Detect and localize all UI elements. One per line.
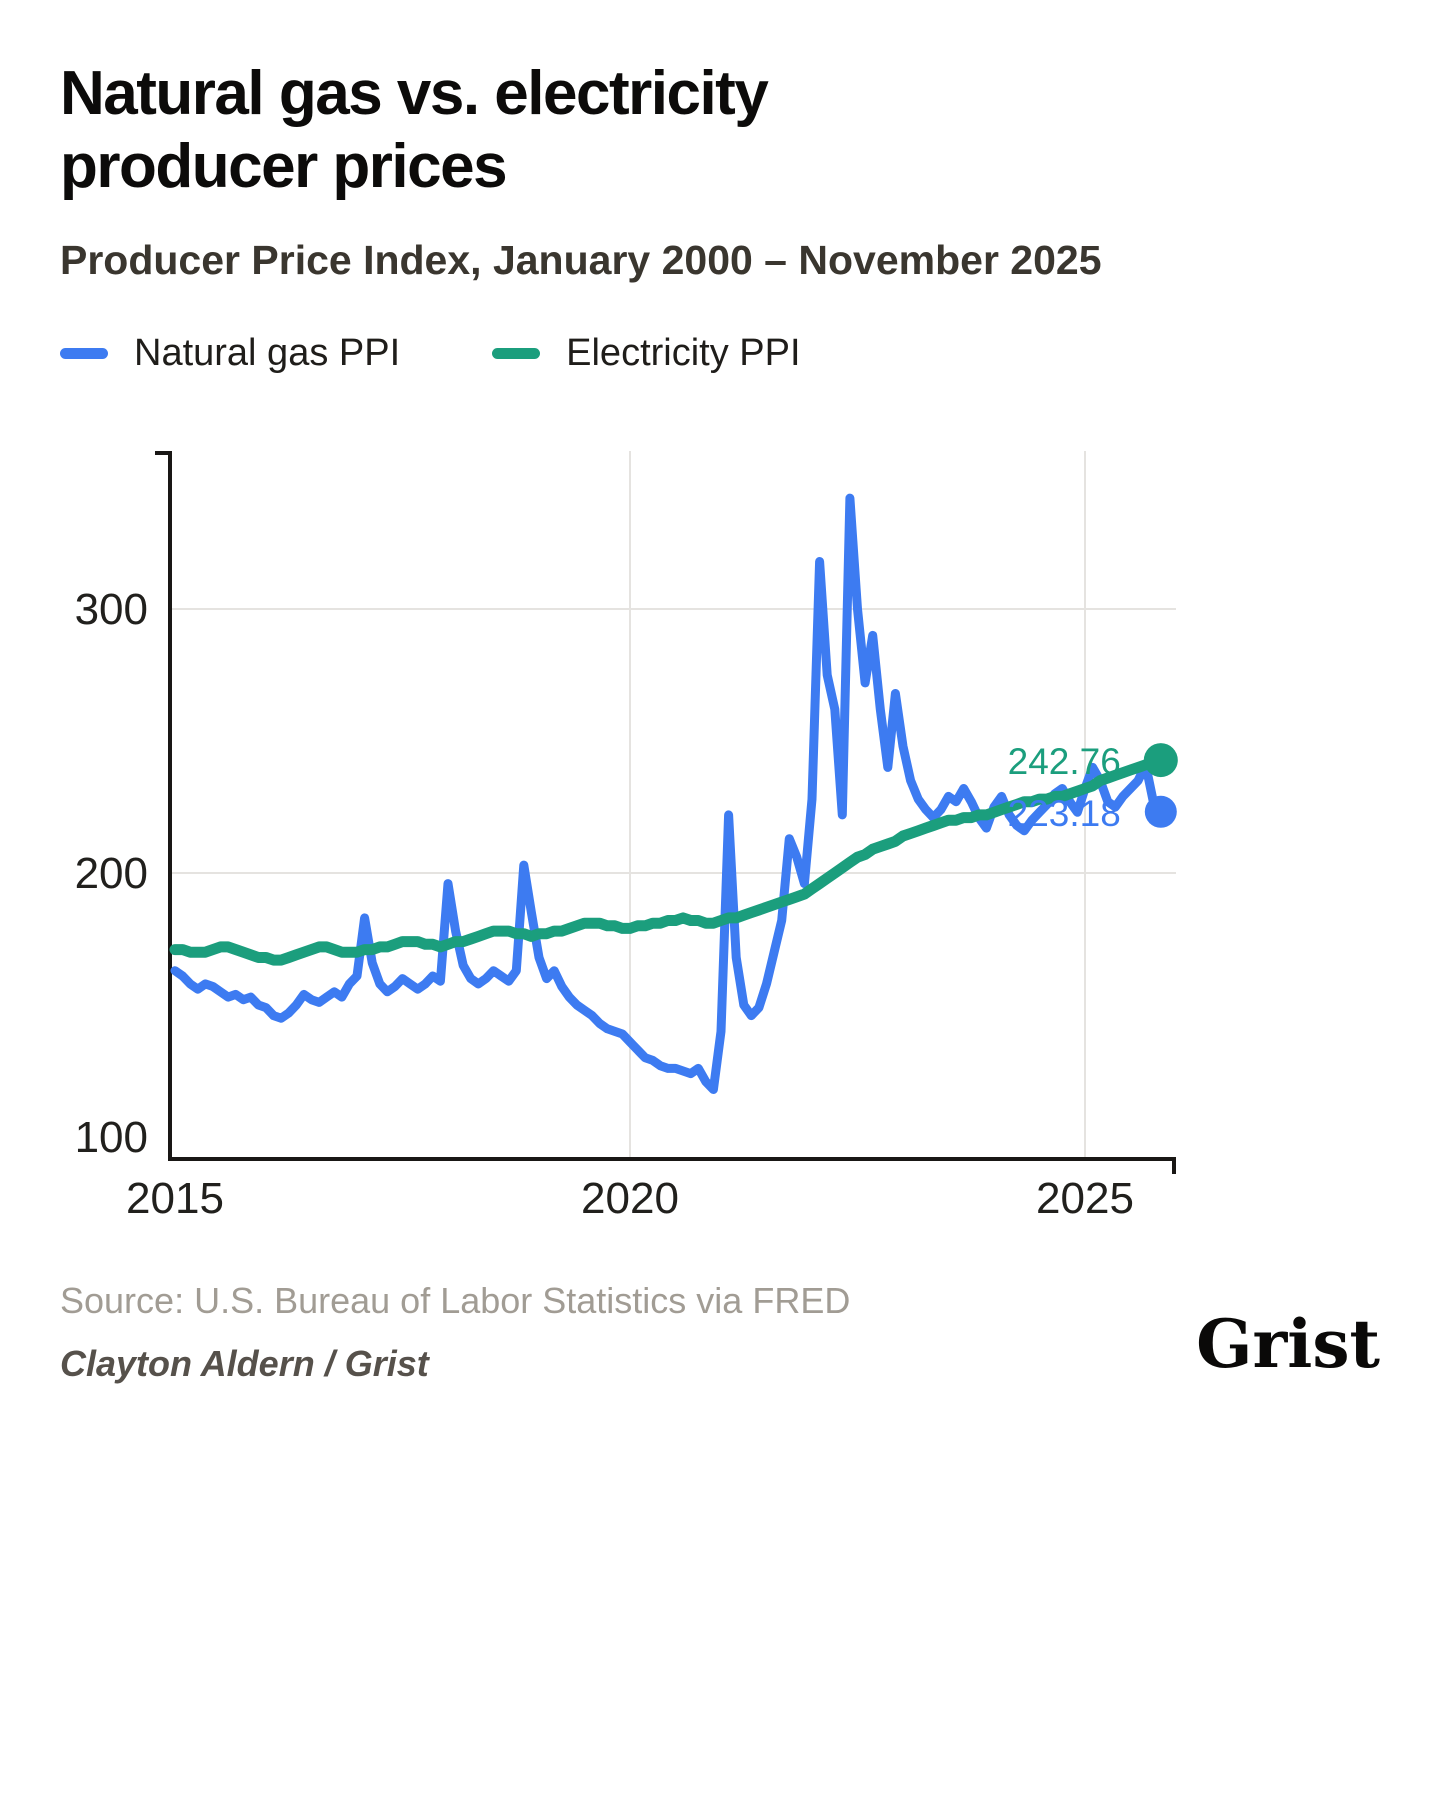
- chart-area: 2015 2020 2025 100 200 300 242.76 223.18: [0, 423, 1380, 1223]
- chart-subtitle: Producer Price Index, January 2000 – Nov…: [60, 237, 1102, 284]
- series-end-dot-0: [1144, 796, 1177, 829]
- footer: Source: U.S. Bureau of Labor Statistics …: [0, 1275, 1440, 1384]
- series-end-dot-1: [1143, 743, 1178, 778]
- grist-logo: Grist: [1196, 1304, 1380, 1383]
- series-line-0: [170, 494, 1166, 1095]
- source-note: Source: U.S. Bureau of Labor Statistics …: [60, 1280, 851, 1322]
- y-tick-label: 300: [75, 585, 148, 634]
- x-tick-labels: 2015 2020 2025: [126, 1174, 1134, 1223]
- legend-swatch-1: [492, 348, 541, 360]
- chart-page: Natural gas vs. electricity producer pri…: [0, 58, 1380, 1223]
- y-tick-label: 200: [75, 849, 148, 898]
- title-line-2: producer prices: [60, 131, 508, 201]
- footer-left: Source: U.S. Bureau of Labor Statistics …: [60, 1275, 850, 1384]
- y-tick-labels: 100 200 300: [75, 585, 148, 1162]
- title-line-1: Natural gas vs. electricity: [60, 59, 769, 128]
- chart-svg: 2015 2020 2025 100 200 300 242.76 223.18: [75, 451, 1178, 1223]
- author-credit: Clayton Aldern / Grist: [60, 1342, 429, 1384]
- series-end-label-1: 242.76: [1008, 742, 1121, 783]
- page-title: Natural gas vs. electricity producer pri…: [60, 58, 1380, 203]
- legend-label-electricity: Electricity PPI: [566, 332, 801, 375]
- x-tick-label: 2020: [581, 1174, 679, 1223]
- series-end-label-0: 223.18: [1008, 793, 1121, 834]
- series-line-1: [169, 755, 1167, 967]
- legend: Natural gas PPI Electricity PPI: [60, 332, 1380, 375]
- x-tick-label: 2015: [126, 1174, 224, 1223]
- gridlines: [170, 451, 1176, 1160]
- legend-swatch-0: [60, 348, 108, 360]
- legend-item-natural-gas: Natural gas PPI: [60, 332, 400, 375]
- legend-item-electricity: Electricity PPI: [492, 332, 801, 375]
- legend-label-natural-gas: Natural gas PPI: [134, 332, 401, 375]
- x-tick-label: 2025: [1036, 1174, 1134, 1223]
- y-tick-label: 100: [75, 1113, 148, 1162]
